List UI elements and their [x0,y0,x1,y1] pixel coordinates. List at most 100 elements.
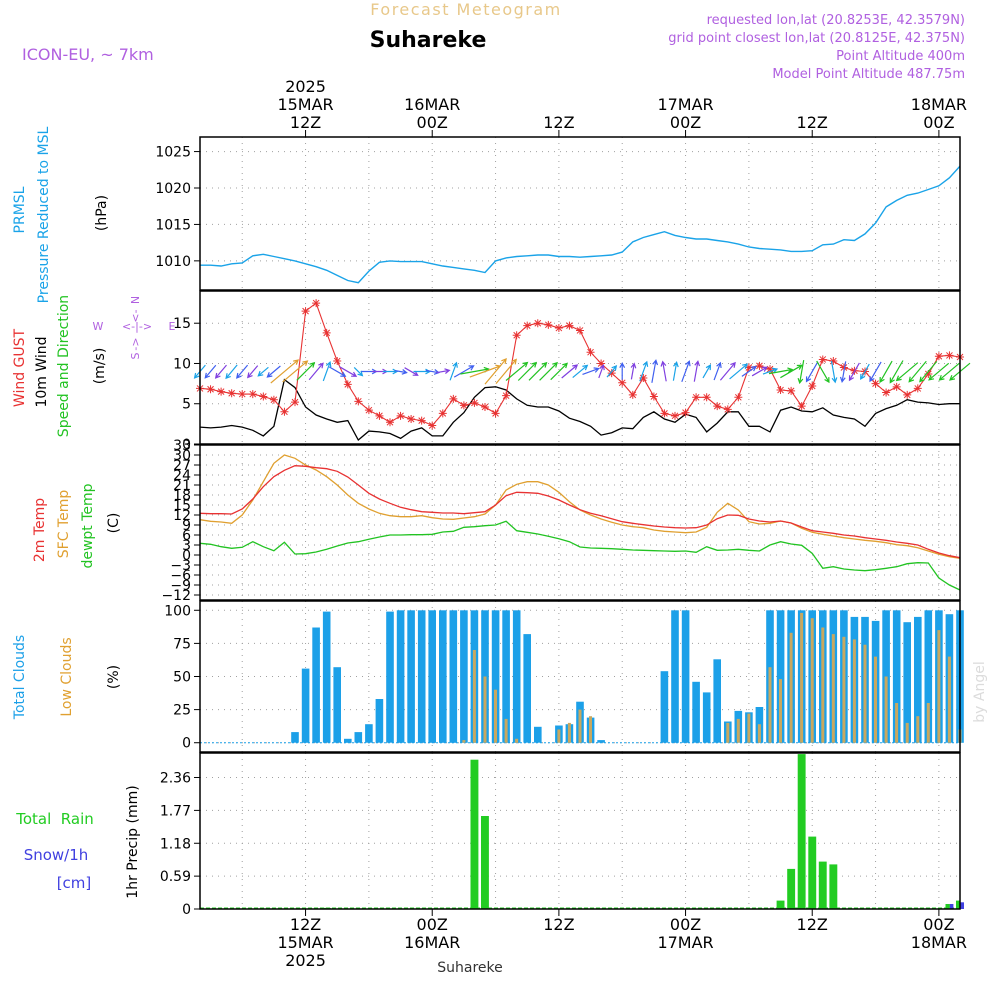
wind-direction-arrow [449,361,458,381]
rain-bar [787,868,796,909]
gust-marker [702,393,711,402]
wind-direction-arrow [908,360,927,383]
total-cloud-bar [534,726,542,743]
total-cloud-bar [671,610,679,743]
panel-frame [199,136,961,291]
wind-direction-arrow [204,364,217,379]
temp-label-sfc: SFC Temp [56,490,72,559]
requested-coords: requested lon,lat (20.8253E, 42.3579N) [707,13,965,28]
precip-label-cm: [cm] [57,874,92,892]
gust-marker [544,320,553,329]
top-axis-label: 17MAR [657,95,713,114]
gust-marker [618,378,627,387]
snow-bar [960,902,964,909]
total-cloud-bar [449,610,458,743]
bottom-axis-label: 17MAR [657,933,713,952]
sfc-temp-line [199,454,961,559]
wind-direction-arrow [328,366,347,377]
total-cloud-bar [502,610,510,743]
gust-marker [639,373,648,382]
low-cloud-bar [884,676,888,743]
total-cloud-bar [892,610,901,743]
wind-speed-line [199,378,960,442]
gust-marker [839,363,848,372]
total-cloud-bar [439,610,447,743]
wind-direction-arrow [436,368,451,374]
pressure-labels: PRMSL Pressure Reduced to MSL (hPa) [12,126,110,303]
y-tick-label: 30 [173,448,191,464]
gust-marker [322,328,331,337]
wind-direction-arrow [484,358,507,385]
compass-arrow-down: -> [129,337,142,350]
gust-marker [797,402,806,411]
gust-marker [649,392,658,401]
gust-marker [523,321,532,330]
total-cloud-bar [512,610,521,743]
wind-direction-arrow [404,367,419,376]
cloud-labels: Total Clouds Low Clouds (%) [12,635,122,720]
y-tick-label: 33 [173,438,191,454]
gust-marker [459,401,468,410]
wind-direction-arrow [895,362,919,382]
wind-unit: (m/s) [92,348,108,385]
y-tick-label: 9 [182,518,191,534]
gust-marker [576,326,584,335]
top-axis-label: 12Z [290,113,321,132]
y-tick-label: 21 [173,478,191,494]
wind-labels: Wind GUST 10m Wind Speed and Direction (… [12,295,176,437]
panel-frame [199,752,961,910]
low-cloud-bar [789,632,793,743]
wind-direction-arrow [572,364,589,379]
pressure-line [200,165,961,284]
compass-e: E [169,320,176,333]
gust-marker [280,407,289,416]
gust-marker [776,386,785,395]
low-cloud-bar [589,716,592,743]
total-cloud-bar [692,681,700,743]
top-axis-label: 18MAR [911,95,967,114]
low-cloud-bar [779,679,782,743]
gust-marker [533,319,542,328]
gust-marker [628,390,637,399]
bottom-axis-label: 12Z [543,915,574,934]
y-tick-label: −3 [170,558,191,574]
y-tick-label: 6 [182,528,191,544]
wind-direction-arrow [235,364,249,379]
wind-direction-arrow [839,361,847,383]
low-cloud-bar [768,667,772,743]
rain-bar [829,864,838,909]
wind-direction-arrow [816,360,830,384]
y-tick-label: 18 [173,488,191,504]
low-cloud-bar [578,709,582,743]
low-cloud-bar [916,716,920,743]
gust-marker [871,379,880,388]
wind-direction-arrow [741,365,757,377]
rain-bar [797,754,806,909]
location-title: Suhareke [370,28,487,53]
low-cloud-bar [947,656,951,743]
panel-frame [199,600,961,753]
bottom-axis-label: 16MAR [404,933,460,952]
y-tick-label: 12 [173,508,191,524]
total-cloud-bar [597,740,605,743]
total-cloud-bar [924,610,933,743]
wind-direction-arrow [339,366,358,377]
y-tick-label: 1.18 [160,836,191,852]
top-axis-label: 00Z [923,113,954,132]
gust-marker [892,382,901,391]
gust-marker [248,390,257,399]
wind-direction-arrow [266,365,281,378]
wind-panel: 0 5 10 15 [173,290,971,453]
gust-marker [934,352,943,361]
y-tick-label: 24 [173,468,191,484]
pressure-panel: 1010 1015 1020 1025 [155,136,961,291]
top-axis-label: 12Z [797,113,828,132]
total-cloud-bar [460,610,468,743]
low-cloud-bar [757,724,761,743]
precip-label-snow: Snow/1h [24,846,89,864]
wind-direction-arrow [550,362,568,381]
rain-bar [818,861,827,909]
wind-direction-arrow [453,365,475,378]
total-cloud-bar [407,610,415,743]
model-label: ICON-EU, ~ 7km [22,45,154,64]
